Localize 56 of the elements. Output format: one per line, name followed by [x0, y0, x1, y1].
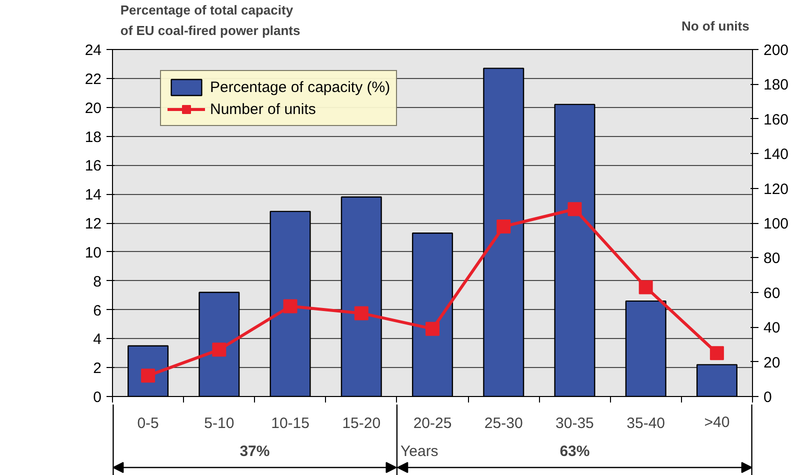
y-tick-label: 20 [84, 100, 102, 117]
bar [198, 292, 240, 396]
y2-tick-label: 140 [764, 146, 789, 164]
y-tick-label: 2 [93, 360, 102, 378]
point [568, 202, 582, 216]
y-tick-label: 22 [84, 70, 102, 88]
bar [340, 196, 382, 396]
y-tick-label: 14 [84, 186, 102, 204]
legend-label: Number of units [210, 100, 316, 118]
bar [554, 104, 596, 396]
y-tick-label: 10 [84, 244, 102, 262]
y2-tick-label: 180 [764, 76, 789, 94]
x-axis-title: Years [400, 443, 438, 460]
y-tick-label: 16 [84, 158, 102, 175]
bar [625, 300, 666, 396]
y2-tick-label: 100 [764, 216, 789, 232]
y2-tick-label: 160 [764, 111, 789, 128]
point [354, 306, 368, 320]
x-tick-label: 15-20 [342, 415, 381, 432]
y2-tick-label: 80 [764, 250, 780, 268]
x-tick-label: 35-40 [626, 415, 666, 432]
y2-tick-label: 120 [764, 180, 789, 198]
x-tick-label: 10-15 [271, 415, 310, 432]
bar [696, 364, 738, 396]
legend-label: Percentage of capacity (%) [210, 78, 390, 96]
x-tick-label: 5-10 [204, 415, 234, 432]
y-tick-label: 24 [84, 42, 102, 59]
y-tick-label: 12 [84, 216, 102, 232]
bar [270, 210, 311, 396]
y2-tick-label: 0 [764, 389, 772, 406]
y-tick-label: 4 [93, 331, 102, 348]
y-tick-label: 18 [84, 128, 102, 146]
point [710, 346, 724, 360]
y-tick-label: 8 [93, 273, 102, 290]
y2-tick-label: 20 [764, 354, 780, 372]
text: 37% [240, 443, 270, 460]
y-tick-label: 6 [93, 302, 102, 320]
y2-tick-label: 200 [764, 42, 789, 59]
bar [412, 232, 454, 396]
x-tick-label: 0-5 [137, 415, 159, 432]
point [638, 280, 653, 294]
y-axis-title: Percentage of total capacity of EU coal-fired power plants [120, 2, 300, 38]
y2-axis-title: No of units [681, 18, 750, 34]
bar [483, 68, 524, 396]
point [212, 342, 226, 357]
x-tick-label: 30-35 [556, 415, 594, 432]
x-tick-label: >40 [704, 414, 730, 431]
x-tick-label: 25-30 [484, 415, 523, 432]
point [496, 219, 511, 234]
y-tick-label: 0 [93, 389, 102, 406]
text: 63% [560, 443, 590, 460]
point [283, 299, 298, 314]
point [426, 322, 440, 336]
y2-tick-label: 40 [764, 320, 780, 337]
y2-tick-label: 60 [764, 284, 780, 302]
x-tick-label: 20-25 [413, 415, 452, 432]
